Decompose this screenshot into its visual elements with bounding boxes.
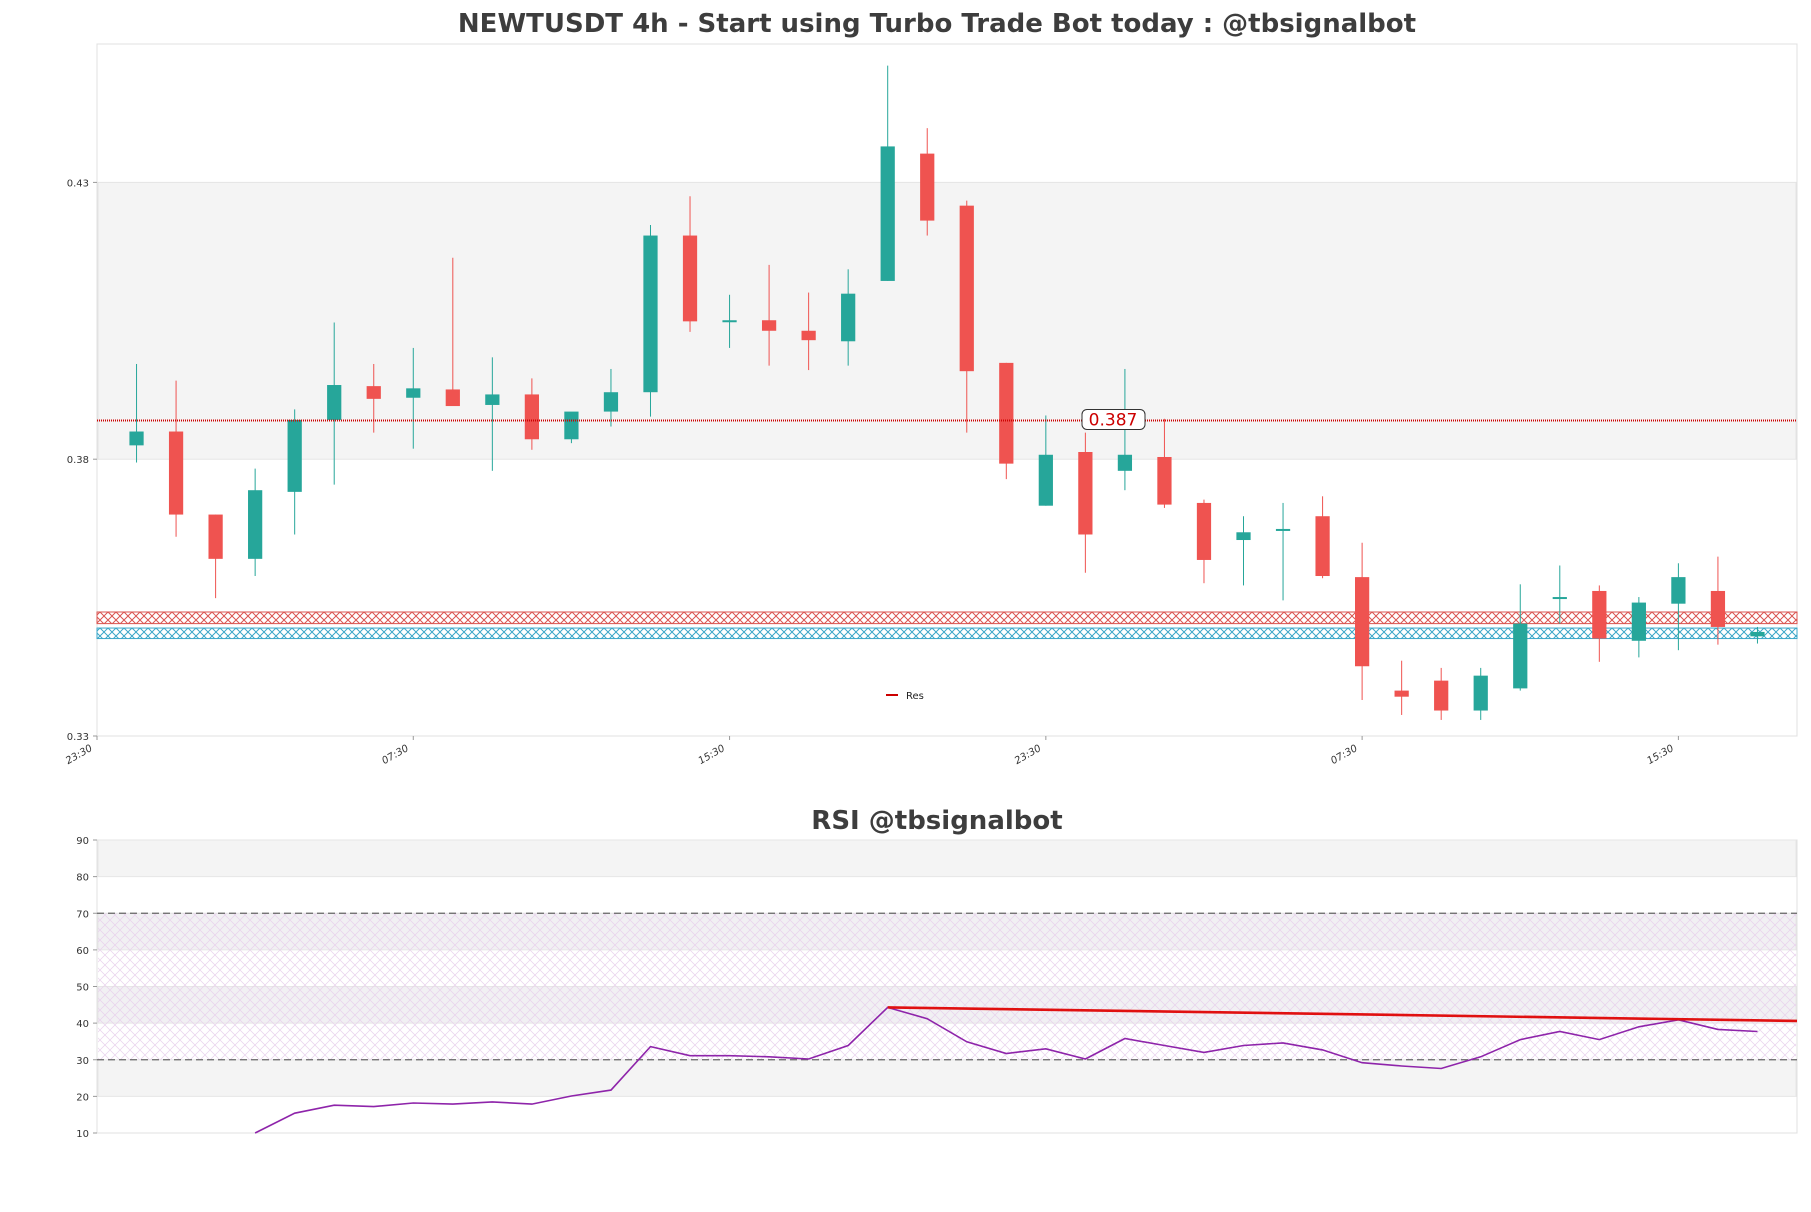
x-tick-label: 15:30 <box>1645 743 1675 767</box>
x-tick-label: 07:30 <box>380 743 410 767</box>
label-box <box>1081 408 1146 430</box>
candle-body <box>1434 680 1449 711</box>
y-tick-label: 70 <box>76 909 89 920</box>
candle-body <box>366 386 381 399</box>
candle-body <box>1275 528 1291 531</box>
y-tick-label: 20 <box>76 1092 89 1103</box>
candle-body <box>603 392 619 412</box>
y-tick-label: 40 <box>76 1019 89 1030</box>
x-tick-label: 07:30 <box>1329 743 1359 767</box>
rsi-band <box>97 839 1797 878</box>
y-tick-label: 0.33 <box>67 732 89 743</box>
y-tick-label: 10 <box>76 1129 89 1140</box>
candle-body <box>801 330 816 341</box>
candle-body <box>485 394 500 405</box>
y-tick-label: 50 <box>76 983 89 994</box>
candle-body <box>643 235 658 393</box>
candle-body <box>1631 602 1646 641</box>
resistance-value: 0.387 <box>1089 410 1138 430</box>
x-tick-label: 23:30 <box>64 743 94 767</box>
chart-title: NEWTUSDT 4h - Start using Turbo Trade Bo… <box>458 9 1416 39</box>
candle-body <box>1196 502 1212 560</box>
resistance-label: 0.387 <box>1081 408 1146 430</box>
candle-body <box>287 419 302 492</box>
candle-body <box>999 362 1014 464</box>
candle-body <box>1157 456 1172 505</box>
y-tick-label: 60 <box>76 946 89 957</box>
candle-body <box>920 153 935 221</box>
candle-body <box>1078 452 1093 535</box>
shaded-band <box>97 181 1797 460</box>
candle-body <box>168 431 184 515</box>
rsi-band <box>97 1059 1797 1097</box>
candle-body <box>1315 516 1330 577</box>
candle-body <box>761 320 777 331</box>
x-tick-label: 23:30 <box>1013 743 1043 767</box>
candle-body <box>129 431 144 446</box>
candle-body <box>1552 597 1567 600</box>
chart-title: RSI @tbsignalbot <box>811 806 1062 836</box>
rsi-hatch <box>98 913 1796 1060</box>
candle-body <box>1750 631 1765 637</box>
candle-body <box>1038 454 1053 506</box>
candle-body <box>959 205 974 372</box>
zone <box>96 627 1798 640</box>
x-tick-label: 15:30 <box>697 743 727 767</box>
candle-body <box>1394 690 1409 697</box>
y-tick-label: 90 <box>76 836 89 847</box>
candle-body <box>406 388 421 398</box>
candle-body <box>248 490 263 559</box>
candle-body <box>682 235 698 322</box>
candle-body <box>1117 454 1133 471</box>
candle-body <box>722 320 737 323</box>
candle-body <box>1513 623 1528 689</box>
candle-body <box>1473 675 1488 711</box>
candle-body <box>1710 590 1726 627</box>
candle-body <box>445 389 460 407</box>
y-tick-label: 30 <box>76 1056 89 1067</box>
y-tick-label: 80 <box>76 873 89 884</box>
candle-body <box>1236 532 1251 541</box>
candle-body <box>1671 577 1686 604</box>
candle-body <box>208 514 223 559</box>
candle-body <box>880 146 895 281</box>
rsi-line <box>254 1006 1758 1134</box>
candle-body <box>841 293 856 342</box>
candle-body <box>1355 577 1370 667</box>
y-tick-label: 0.38 <box>67 455 89 466</box>
candle-body <box>524 394 539 440</box>
trend-line <box>887 1006 1798 1023</box>
candle-body <box>1592 590 1607 639</box>
zone <box>96 611 1798 625</box>
y-tick-label: 0.43 <box>67 178 89 189</box>
candle-body <box>564 411 579 440</box>
legend-label: Res <box>906 691 924 702</box>
candle-body <box>327 385 342 420</box>
